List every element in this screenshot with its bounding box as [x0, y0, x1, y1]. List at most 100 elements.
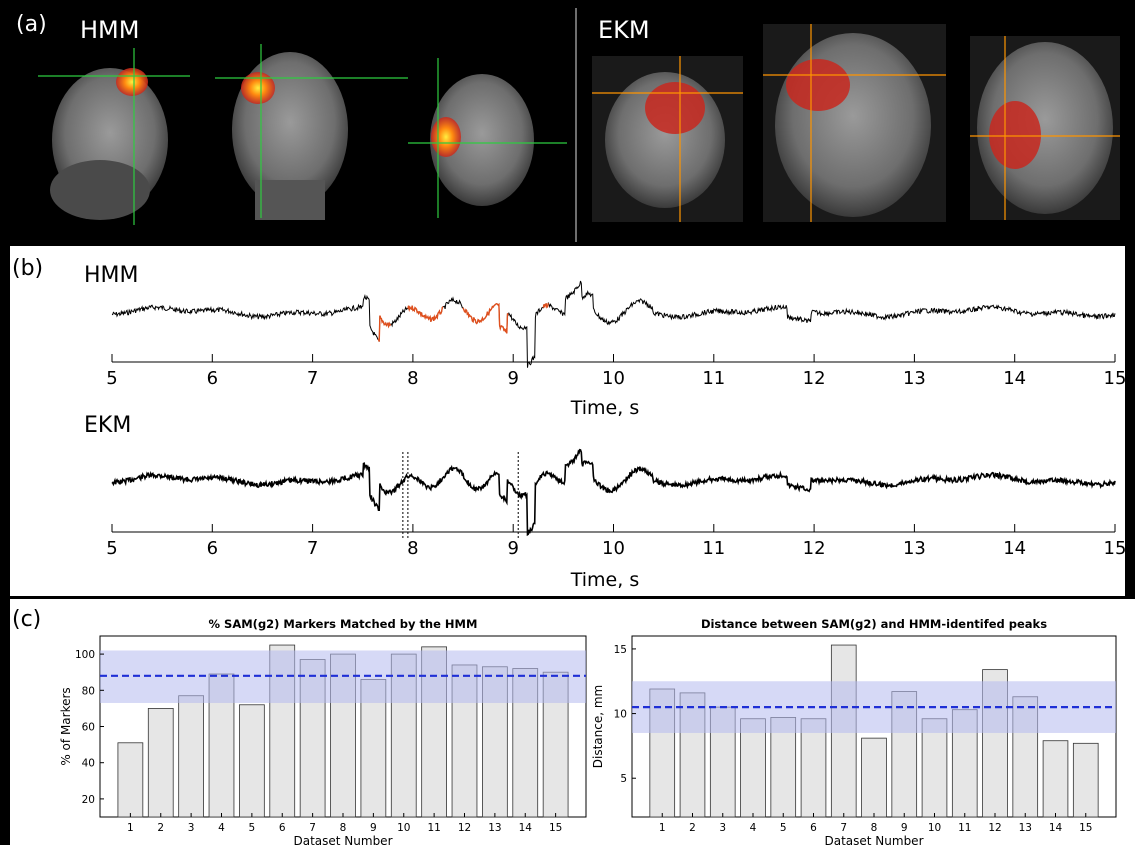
trace-highlight-segment [377, 315, 392, 342]
hmm-trace [111, 280, 1116, 368]
x-tick-label: 9 [370, 822, 377, 834]
panel-c-barcharts: (c) % SAM(g2) Markers Matched by the HMM… [0, 596, 1135, 845]
bar [239, 704, 265, 818]
hmm-axial-activation [431, 117, 461, 157]
time-tick-label: 6 [207, 368, 218, 389]
y-axis-label: % of Markers [59, 687, 73, 765]
bar [800, 718, 827, 818]
time-tick-label: 12 [803, 368, 826, 389]
trace-line [111, 448, 1116, 537]
panel-b-label: (b) [12, 256, 44, 281]
hmm-mri-title: HMM [80, 16, 140, 44]
x-tick-label: 14 [519, 822, 533, 834]
x-tick-label: 3 [719, 822, 726, 834]
bar [178, 695, 204, 818]
x-tick-label: 11 [427, 822, 440, 834]
y-tick-label: 40 [82, 758, 95, 770]
trace-line [111, 280, 1116, 368]
hmm-coronal-activation [241, 72, 275, 104]
x-tick-label: 1 [127, 822, 134, 834]
hmm-trace-title: HMM [84, 263, 139, 288]
time-tick-label: 8 [407, 368, 418, 389]
x-tick-label: 5 [780, 822, 787, 834]
ekm-trace-title: EKM [84, 413, 131, 438]
ekm-sagittal-activation [645, 82, 705, 134]
ekm-coronal-activation [786, 59, 850, 111]
y-tick-label: 80 [82, 685, 95, 697]
x-tick-label: 2 [157, 822, 164, 834]
x-tick-label: 14 [1049, 822, 1063, 834]
y-tick-label: 10 [614, 709, 627, 721]
time-tick-label: 13 [903, 538, 926, 559]
panel-a-label: (a) [16, 12, 47, 37]
ekm-xlabel: Time, s [570, 569, 639, 591]
x-tick-label: 10 [397, 822, 410, 834]
time-tick-label: 8 [407, 538, 418, 559]
hmm-sagittal-activation [116, 68, 148, 96]
x-tick-label: 11 [958, 822, 971, 834]
y-tick-label: 5 [620, 773, 627, 785]
x-axis-label: Dataset Number [293, 834, 392, 845]
ekm-sagittal-slice [592, 56, 743, 222]
hmm-time-axis: 5 6 7 8 9 10 11 12 13 14 15 [106, 354, 1125, 389]
hmm-xlabel: Time, s [570, 397, 639, 419]
x-tick-label: 9 [901, 822, 908, 834]
time-tick-label: 5 [106, 538, 117, 559]
ekm-axial-slice [970, 36, 1120, 220]
x-tick-label: 1 [659, 822, 666, 834]
time-tick-label: 11 [702, 538, 725, 559]
mri-images [38, 8, 1120, 242]
bar [861, 737, 887, 818]
x-tick-label: 2 [689, 822, 696, 834]
hmm-coronal-slice [215, 44, 408, 220]
y-tick-label: 60 [82, 722, 95, 734]
bar [770, 717, 797, 818]
x-tick-label: 13 [488, 822, 501, 834]
bar [147, 708, 174, 818]
panel-a-mri: (a) HMM EKM [0, 0, 1135, 246]
x-tick-label: 5 [249, 822, 256, 834]
x-tick-label: 3 [188, 822, 195, 834]
x-tick-label: 12 [988, 822, 1001, 834]
trace-highlight-segment [407, 305, 444, 322]
x-tick-label: 4 [750, 822, 757, 834]
x-tick-label: 6 [279, 822, 286, 834]
trace-highlight-segment [542, 302, 549, 309]
x-tick-label: 7 [840, 822, 847, 834]
time-tick-label: 9 [507, 538, 518, 559]
bar [1072, 742, 1099, 818]
x-axis-label: Dataset Number [824, 834, 923, 845]
x-tick-label: 10 [928, 822, 941, 834]
bar [117, 742, 144, 818]
bar [921, 718, 948, 818]
x-tick-label: 13 [1019, 822, 1032, 834]
x-tick-label: 15 [549, 822, 562, 834]
x-tick-label: 8 [340, 822, 347, 834]
time-tick-label: 7 [307, 538, 318, 559]
time-tick-label: 10 [602, 368, 625, 389]
time-tick-label: 12 [803, 538, 826, 559]
bar [740, 718, 766, 818]
ekm-trace [111, 448, 1116, 538]
ekm-mri-title: EKM [598, 16, 650, 44]
x-tick-label: 12 [458, 822, 471, 834]
time-tick-label: 11 [702, 368, 725, 389]
time-tick-label: 15 [1104, 538, 1125, 559]
timeseries-plot: HMM 5 6 7 8 9 10 11 12 13 14 15 Time, s EKM 5 6 7 8 9 1… [84, 263, 1125, 591]
y-tick-label: 100 [75, 649, 95, 661]
time-tick-label: 14 [1003, 368, 1026, 389]
y-axis-label: Distance, mm [591, 685, 605, 768]
time-tick-label: 6 [207, 538, 218, 559]
x-tick-label: 7 [309, 822, 316, 834]
x-tick-label: 6 [810, 822, 817, 834]
y-tick-label: 20 [82, 794, 95, 806]
time-tick-label: 9 [507, 368, 518, 389]
x-tick-label: 8 [871, 822, 878, 834]
peak-distance-chart: Distance between SAM(g2) and HMM-identif… [591, 617, 1117, 845]
time-tick-label: 13 [903, 368, 926, 389]
trace-highlight-segment [462, 302, 509, 334]
hmm-axial-slice [408, 58, 567, 218]
ekm-coronal-slice [763, 24, 946, 222]
time-tick-label: 10 [602, 538, 625, 559]
